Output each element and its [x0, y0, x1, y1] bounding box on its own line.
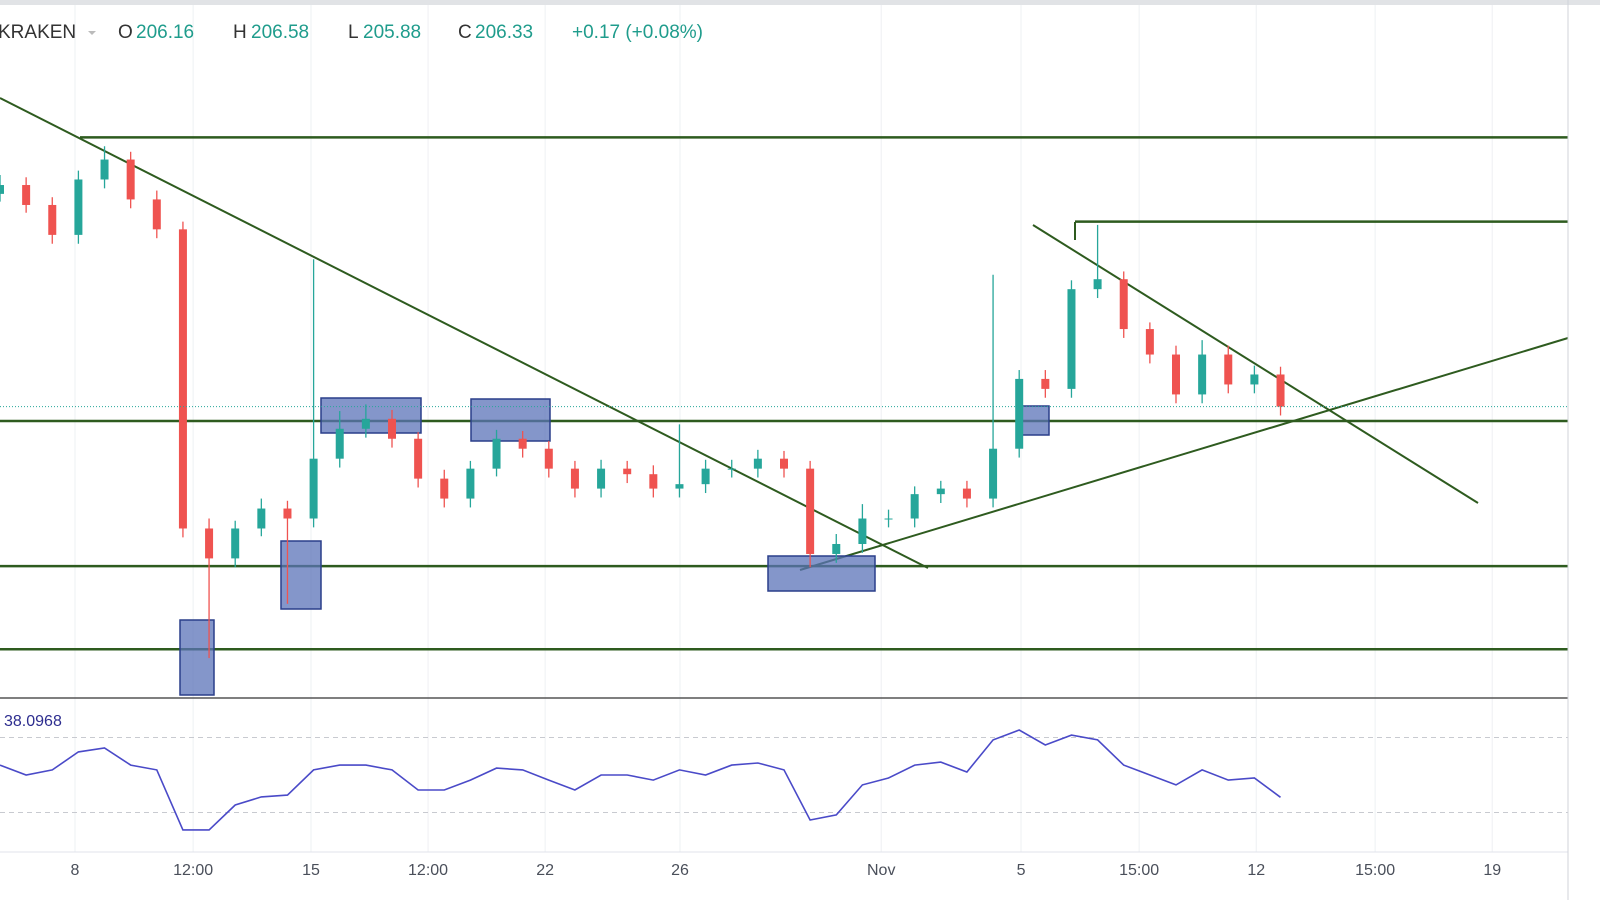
candle-body — [1145, 329, 1154, 355]
candle-body — [388, 418, 396, 439]
candle-body — [1172, 354, 1180, 395]
candle-body — [570, 468, 579, 489]
candle-body — [727, 468, 736, 470]
x-tick-label: Nov — [867, 862, 895, 879]
candle-body — [205, 528, 214, 559]
candle-body — [623, 468, 632, 475]
ohlc-value: 206.58 — [251, 22, 309, 43]
trendlines — [0, 97, 1569, 571]
candle-body — [832, 543, 841, 554]
x-tick-label: 15:00 — [1355, 862, 1395, 879]
candle-body — [701, 468, 710, 485]
zone-box — [470, 398, 551, 442]
trendline — [799, 337, 1569, 571]
candle-body — [936, 488, 945, 495]
rsi-value-label: 38.0968 — [4, 713, 62, 730]
ohlc-label: H — [233, 22, 247, 43]
candle-body — [989, 448, 998, 499]
candle-body — [910, 494, 919, 519]
candle-body — [806, 468, 815, 554]
candle-body — [884, 518, 893, 520]
candle-body — [597, 468, 606, 489]
candle-body — [518, 438, 527, 449]
ohlc-value: 205.88 — [363, 22, 421, 43]
candle-body — [1015, 378, 1024, 449]
rsi-line — [0, 729, 1281, 831]
x-tick-label: 12:00 — [408, 862, 448, 879]
dropdown-caret — [88, 31, 96, 35]
candle-body — [126, 159, 135, 200]
candle-body — [753, 458, 762, 469]
x-tick-label: 19 — [1483, 862, 1501, 879]
candle-body — [231, 528, 240, 559]
candle-body — [1041, 378, 1050, 389]
rsi-pane: 38.0968 — [0, 713, 1568, 831]
candle-body — [675, 484, 684, 489]
candle-body — [1198, 354, 1207, 395]
x-tick-label: 15 — [302, 862, 320, 879]
zone-box — [767, 555, 876, 592]
ohlc-label: L — [348, 22, 359, 43]
candle-body — [74, 179, 83, 235]
x-axis: 8 12:00 15 12:00 22 26 Nov 5 15:00 12 15:00 19 — [71, 862, 1502, 879]
candle-body — [48, 204, 57, 235]
exchange-label: KRAKEN — [0, 22, 76, 43]
x-tick-label: 12:00 — [173, 862, 213, 879]
candle-body — [1250, 374, 1259, 385]
ohlc-value: 206.16 — [136, 22, 194, 43]
candle-body — [100, 159, 109, 180]
candle-body — [1093, 279, 1102, 290]
candle-body — [257, 508, 266, 529]
zone-box — [1018, 405, 1050, 436]
candle-body — [0, 185, 4, 194]
trendline — [0, 97, 929, 569]
candle-body — [1224, 354, 1233, 385]
candle-body — [361, 418, 370, 429]
zone-box — [179, 619, 215, 696]
change-label: +0.17 (+0.08%) — [572, 22, 703, 43]
candle-body — [440, 478, 449, 499]
ohlc-value: 206.33 — [475, 22, 533, 43]
candle-body — [1119, 279, 1128, 330]
candles — [0, 146, 1568, 659]
candle-body — [178, 229, 187, 529]
x-tick-label: 15:00 — [1119, 862, 1159, 879]
candle-body — [152, 199, 161, 230]
x-tick-label: 12 — [1247, 862, 1265, 879]
candle-body — [492, 438, 501, 469]
header: KRAKEN O 206.16 H 206.58 L 205.88 C 206.33 +0.17 … — [0, 22, 703, 43]
candle-body — [309, 458, 318, 519]
x-tick-label: 8 — [71, 862, 80, 879]
top-strip — [0, 0, 1600, 5]
trendline — [1032, 224, 1479, 504]
candle-body — [649, 474, 658, 489]
candle-body — [1276, 374, 1285, 407]
x-tick-label: 22 — [536, 862, 554, 879]
candle-body — [1067, 289, 1076, 389]
candle-body — [466, 468, 475, 499]
ohlc-label: C — [458, 22, 472, 43]
candle-body — [335, 428, 344, 459]
candle-body — [414, 438, 423, 479]
candle-body — [962, 488, 971, 499]
zone-box — [320, 397, 422, 434]
candle-body — [22, 185, 31, 205]
candle-body — [780, 458, 788, 469]
candle-body — [283, 508, 292, 519]
ohlc-label: O — [118, 22, 133, 43]
candle-body — [858, 518, 867, 544]
x-tick-label: 5 — [1017, 862, 1026, 879]
x-tick-label: 26 — [671, 862, 689, 879]
candle-body — [544, 448, 553, 469]
